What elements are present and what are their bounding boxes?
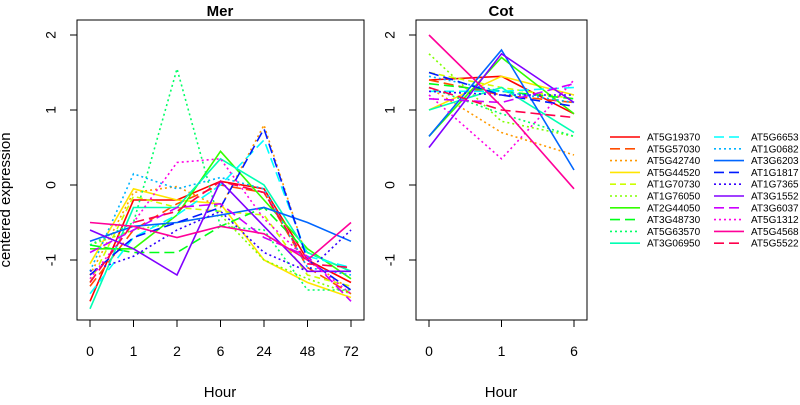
series-line-at1g70730 bbox=[89, 195, 352, 288]
legend-label: AT3G6203 bbox=[751, 156, 799, 167]
series-line-at3g06950 bbox=[89, 157, 352, 310]
y-axis-label: centered expression bbox=[0, 132, 14, 267]
panel-title: Cot bbox=[489, 3, 514, 20]
legend-label: AT3G48730 bbox=[647, 215, 701, 226]
x-tick-label: 6 bbox=[217, 343, 225, 359]
legend-label: AT2G44050 bbox=[647, 203, 701, 214]
panel-title: Mer bbox=[207, 3, 234, 20]
legend-label: AT5G57030 bbox=[647, 144, 701, 155]
panel-mer: Mer Hour 0 1 2 6 24 48 72 -1 0 1 2 bbox=[43, 3, 365, 401]
panel-cot: Cot Hour 0 1 6 -1 0 1 2 bbox=[382, 3, 588, 401]
legend-label: AT5G5522 bbox=[751, 239, 799, 250]
x-tick-label: 0 bbox=[86, 343, 94, 359]
legend-label: AT1G0682 bbox=[751, 144, 799, 155]
series-line-at5g63570 bbox=[428, 86, 575, 138]
x-tick-label: 0 bbox=[425, 343, 433, 359]
x-tick-label: 48 bbox=[300, 343, 316, 359]
y-tick-label: 0 bbox=[43, 181, 59, 189]
y-tick-label: 2 bbox=[43, 31, 59, 39]
y-tick-label: -1 bbox=[43, 254, 59, 267]
series-line-at5g5522 bbox=[89, 180, 352, 283]
legend-label: AT5G44520 bbox=[647, 168, 701, 179]
series-line-at5g4568 bbox=[428, 34, 575, 190]
series-line-at5g42740 bbox=[89, 122, 352, 291]
x-tick-label: 24 bbox=[256, 343, 272, 359]
y-tick-label: 1 bbox=[43, 106, 59, 114]
series-line-at3g06950 bbox=[428, 86, 575, 134]
series-line-at5g42740 bbox=[428, 86, 575, 156]
legend-label: AT5G19370 bbox=[647, 133, 701, 144]
series-line-at5g4568 bbox=[89, 221, 352, 261]
y-tick-label: 2 bbox=[382, 31, 398, 39]
x-tick-label: 2 bbox=[173, 343, 181, 359]
series-line-at3g6037 bbox=[89, 202, 352, 302]
series-line-at5g57030 bbox=[428, 79, 575, 104]
series-line-at3g1552 bbox=[428, 52, 575, 148]
series-line-at1g0682 bbox=[89, 172, 352, 276]
legend-label: AT3G06950 bbox=[647, 239, 701, 250]
y-tick-label: 1 bbox=[382, 106, 398, 114]
x-tick-label: 1 bbox=[498, 343, 506, 359]
y-tick-label: 0 bbox=[382, 181, 398, 189]
x-tick-label: 6 bbox=[570, 343, 578, 359]
legend-label: AT1G70730 bbox=[647, 180, 701, 191]
series-line-at3g6037 bbox=[428, 82, 575, 104]
legend-label: AT1G7365 bbox=[751, 180, 799, 191]
series-line-at5g1312 bbox=[428, 79, 575, 160]
y-tick-label: -1 bbox=[382, 254, 398, 267]
legend-label: AT5G42740 bbox=[647, 156, 701, 167]
series-line-at1g1817 bbox=[428, 71, 575, 108]
series-line-at5g57030 bbox=[89, 184, 352, 295]
legend-label: AT5G1312 bbox=[751, 215, 799, 226]
series-line-at5g1312 bbox=[89, 157, 352, 295]
series-line-at3g48730 bbox=[428, 82, 575, 100]
series-line-at1g7365 bbox=[428, 90, 574, 96]
series-line-at3g6203 bbox=[428, 48, 575, 171]
x-axis-label: Hour bbox=[204, 384, 237, 400]
legend-label: AT3G1552 bbox=[751, 192, 799, 203]
series-line-at5g6653 bbox=[89, 138, 352, 295]
legend-label: AT1G1817 bbox=[751, 168, 799, 179]
x-tick-label: 1 bbox=[130, 343, 138, 359]
legend-label: AT5G63570 bbox=[647, 227, 701, 238]
legend: AT5G19370 AT5G6653 AT5G57030 AT1G0682 AT5G42… bbox=[610, 133, 799, 250]
x-axis-label: Hour bbox=[485, 384, 518, 400]
series-line-at5g5522 bbox=[428, 86, 575, 119]
series-line-at5g6653 bbox=[429, 86, 575, 93]
legend-label: AT1G76050 bbox=[647, 192, 701, 203]
legend-label: AT5G6653 bbox=[751, 133, 799, 144]
x-tick-label: 72 bbox=[343, 343, 359, 359]
legend-label: AT3G6037 bbox=[751, 203, 799, 214]
legend-label: AT5G4568 bbox=[751, 227, 799, 238]
